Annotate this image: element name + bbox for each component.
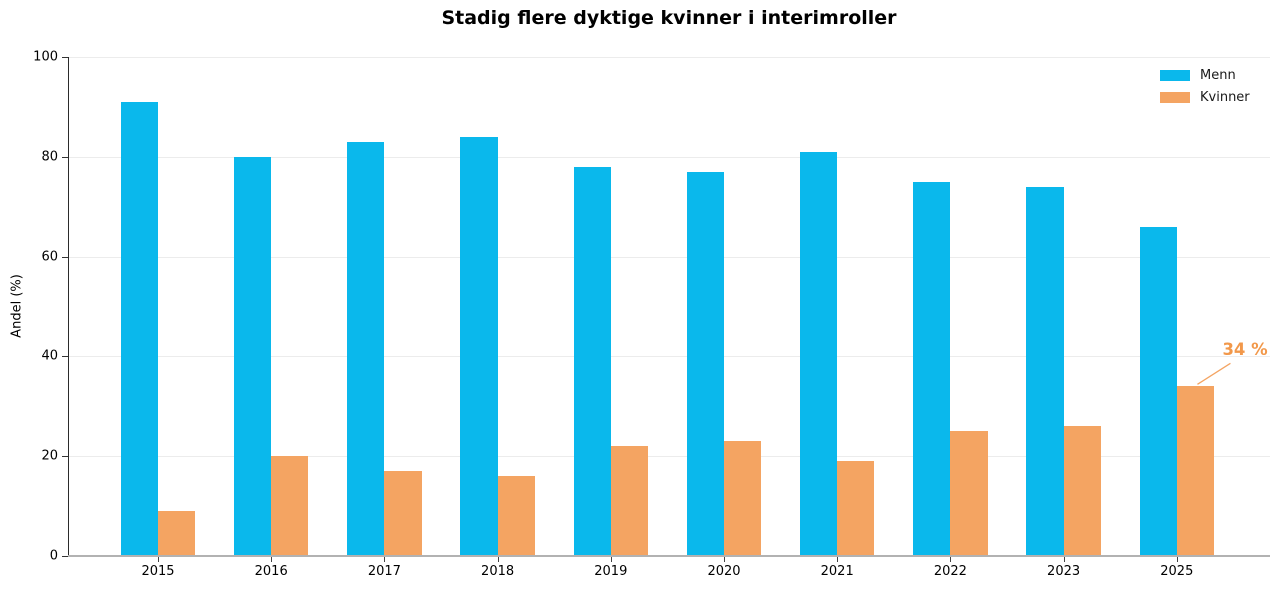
x-tick-label-2015: 2015 [141, 564, 175, 579]
bar-kvinner-2021 [837, 461, 875, 556]
y-axis-spine [68, 57, 69, 556]
bar-menn-2019 [573, 166, 611, 556]
gridline-60 [69, 256, 1270, 258]
bar-kvinner-2015 [158, 511, 196, 556]
legend-label-menn: Menn [1200, 67, 1236, 83]
gridline-80 [69, 156, 1270, 158]
x-tick-label-2019: 2019 [594, 564, 628, 579]
x-tick-label-2018: 2018 [481, 564, 515, 579]
x-tick-mark-2020 [724, 557, 725, 562]
x-tick-mark-2016 [271, 557, 273, 562]
y-axis-label: Andel (%) [9, 274, 25, 338]
y-tick-label-100: 100 [33, 49, 58, 65]
y-tick-mark-100 [62, 57, 68, 58]
bar-kvinner-2022 [950, 431, 988, 556]
chart-title: Stadig flere dyktige kvinner i interimro… [441, 7, 897, 29]
bar-menn-2015 [120, 101, 158, 556]
y-tick-mark-20 [62, 456, 68, 458]
y-tick-mark-40 [62, 356, 68, 358]
legend-item-kvinner: Kvinner [1160, 86, 1250, 108]
x-tick-label-2022: 2022 [933, 564, 967, 579]
y-tick-label-40: 40 [41, 348, 58, 364]
gridline-100 [69, 57, 1270, 58]
y-tick-label-80: 80 [41, 149, 58, 165]
x-tick-label-2020: 2020 [707, 564, 741, 579]
annotation-value-label: 34 % [1222, 340, 1268, 360]
legend-item-menn: Menn [1160, 64, 1250, 86]
bar-menn-2022 [913, 181, 951, 556]
x-tick-mark-2022 [950, 557, 952, 562]
gridline-40 [69, 356, 1270, 358]
x-tick-mark-2023 [1063, 557, 1065, 562]
y-tick-label-60: 60 [41, 249, 58, 265]
x-tick-mark-2017 [384, 557, 386, 562]
x-tick-label-2017: 2017 [367, 564, 401, 579]
legend-label-kvinner: Kvinner [1200, 89, 1250, 105]
legend: Menn Kvinner [1160, 64, 1250, 108]
gridline-20 [69, 456, 1270, 458]
x-axis-spine [68, 555, 1270, 557]
legend-swatch-kvinner [1160, 91, 1190, 103]
bar-kvinner-2025 [1176, 386, 1215, 556]
y-tick-label-20: 20 [41, 448, 58, 464]
bar-menn-2023 [1026, 186, 1064, 556]
x-tick-label-2016: 2016 [254, 564, 288, 579]
legend-swatch-menn [1160, 69, 1190, 81]
y-tick-label-0: 0 [49, 548, 58, 564]
bar-kvinner-2023 [1063, 426, 1101, 556]
x-tick-mark-2025 [1176, 557, 1178, 562]
bar-kvinner-2019 [610, 446, 649, 556]
x-tick-mark-2015 [158, 557, 159, 562]
bar-menn-2018 [460, 136, 498, 556]
bar-menn-2021 [799, 151, 838, 556]
y-tick-mark-0 [62, 556, 68, 557]
bar-menn-2016 [233, 156, 272, 556]
bar-menn-2020 [686, 171, 724, 556]
y-tick-mark-60 [62, 256, 68, 258]
x-tick-mark-2019 [610, 557, 612, 562]
bar-menn-2017 [347, 141, 385, 556]
x-tick-label-2023: 2023 [1047, 564, 1081, 579]
y-tick-mark-80 [62, 156, 68, 158]
bar-kvinner-2020 [724, 441, 762, 556]
bar-kvinner-2016 [271, 456, 309, 556]
bar-menn-2025 [1139, 226, 1177, 556]
x-tick-label-2025: 2025 [1160, 564, 1194, 579]
bar-kvinner-2017 [384, 471, 422, 556]
x-tick-mark-2021 [837, 557, 839, 562]
x-tick-label-2021: 2021 [820, 564, 854, 579]
bar-kvinner-2018 [497, 476, 535, 556]
x-tick-mark-2018 [497, 557, 499, 562]
